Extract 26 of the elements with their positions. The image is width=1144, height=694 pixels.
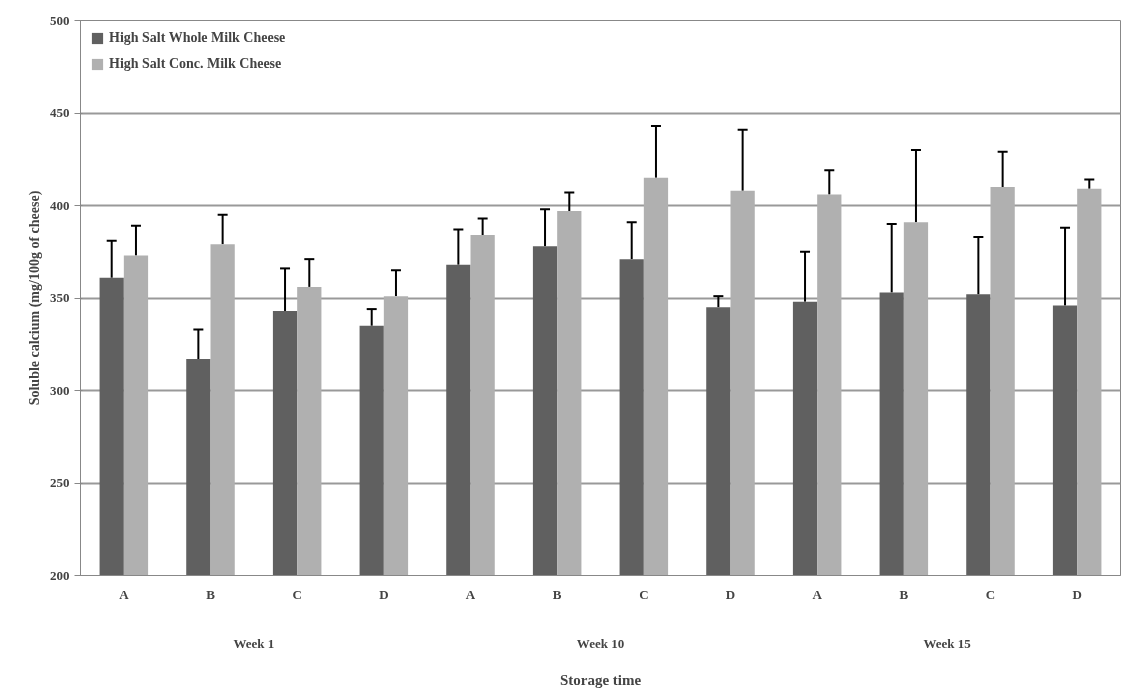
y-tick-label: 450 [50,105,70,120]
y-tick-label: 350 [50,290,70,305]
x-tick-label: C [292,586,302,602]
x-tick-label: A [812,586,823,602]
text: Week 15 [923,635,972,651]
x-tick-label: B [899,586,909,602]
x-tick-label: D [1072,586,1082,602]
text: Week 1 [233,635,275,651]
x-tick-label: D [379,586,389,602]
x-tick-label: B [552,586,562,602]
y-tick-label: 500 [50,12,70,28]
x-tick-label: C [639,586,649,602]
x-tick-label: D [725,586,736,602]
legend-label: High Salt Conc. Milk Cheese [109,56,282,72]
y-tick-label: 250 [50,475,70,490]
x-tick-label: B [206,586,216,602]
x-tick-label: A [465,586,476,602]
x-tick-label: C [985,586,996,602]
x-tick-label: A [119,586,130,602]
x-axis-title: Storage time [559,671,642,688]
y-tick-label: 300 [50,382,70,398]
text: Week 10 [576,635,625,651]
y-tick-label: 200 [50,567,70,583]
legend-label: High Salt Whole Milk Cheese [109,30,286,46]
y-tick-label: 400 [50,197,70,213]
y-axis-title: Soluble calcium (mg/100g of cheese) [27,190,43,406]
